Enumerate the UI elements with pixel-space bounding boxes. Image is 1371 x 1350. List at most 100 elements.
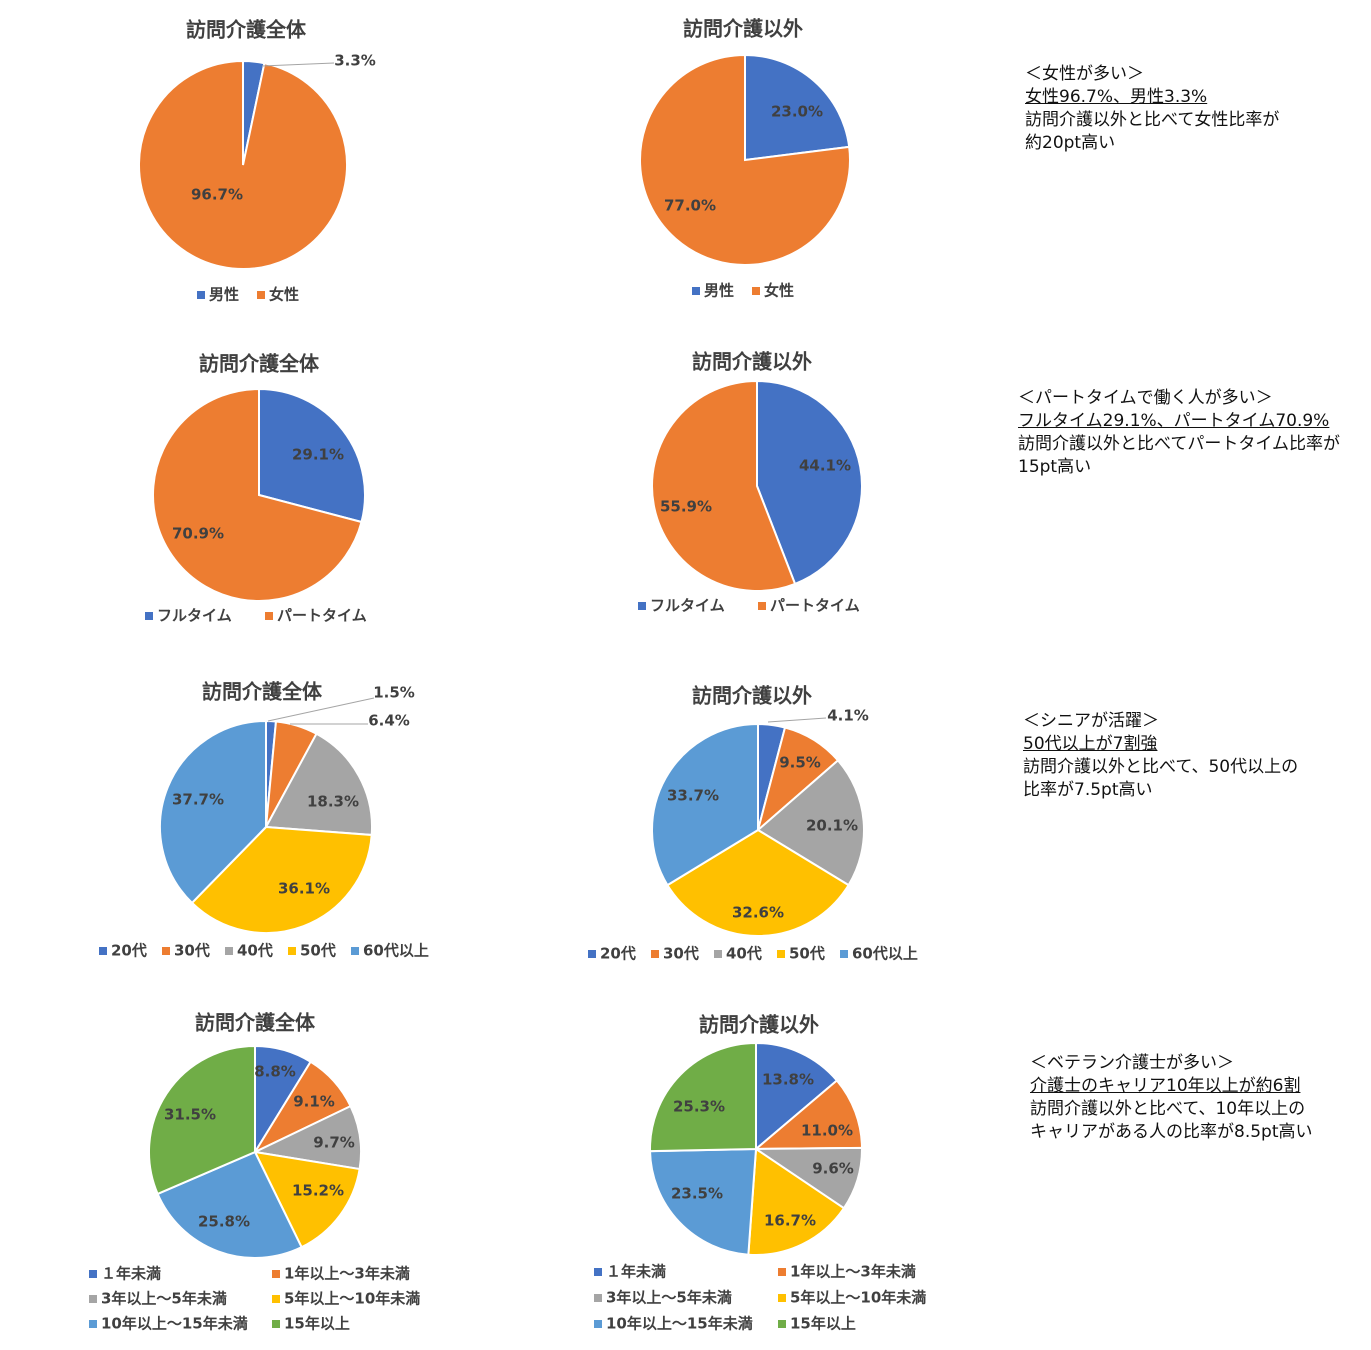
note-heading: ＜女性が多い＞ xyxy=(1025,64,1144,84)
data-label: 4.1% xyxy=(827,707,869,725)
note-highlight: フルタイム29.1%、パートタイム70.9% xyxy=(1018,411,1330,431)
pie-slice xyxy=(190,825,373,935)
data-label: 15.2% xyxy=(292,1182,344,1200)
pie-chart-career-all: 訪問介護全体 8.8% 9.1% 9.7% 15.2% 25.8% 31.5% １年未満 1年以… xyxy=(89,1011,420,1333)
pie-slice xyxy=(651,722,759,887)
legend-label: 15年以上 xyxy=(284,1315,350,1333)
note-heading: ＜パートタイムで働く人が多い＞ xyxy=(1018,388,1273,408)
data-label: 29.1% xyxy=(292,446,344,464)
note-highlight: 女性96.7%、男性3.3% xyxy=(1025,87,1208,107)
legend-swatch xyxy=(89,1270,97,1278)
legend-swatch xyxy=(225,947,233,955)
note-age: ＜シニアが活躍＞ 50代以上が7割強 訪問介護以外と比べて、50代以上の 比率が… xyxy=(1023,710,1298,802)
data-label: 77.0% xyxy=(664,197,716,215)
note-gender: ＜女性が多い＞ 女性96.7%、男性3.3% 訪問介護以外と比べて女性比率が 約… xyxy=(1025,63,1279,155)
note-heading: ＜ベテラン介護士が多い＞ xyxy=(1030,1053,1234,1073)
legend-swatch xyxy=(840,950,848,958)
pie-slice xyxy=(253,1150,361,1249)
pie-slice xyxy=(753,1079,864,1151)
legend-label: 60代以上 xyxy=(363,942,429,960)
legend-label: 女性 xyxy=(764,282,794,300)
legend-swatch xyxy=(692,287,700,295)
legend-swatch xyxy=(777,950,785,958)
pie-slice xyxy=(744,53,851,162)
legend-label: 5年以上～10年未満 xyxy=(284,1290,420,1308)
legend-label: 40代 xyxy=(726,945,762,963)
note-highlight: 介護士のキャリア10年以上が約6割 xyxy=(1030,1076,1301,1096)
leader-line xyxy=(767,717,827,723)
pie-slice xyxy=(152,387,363,602)
data-label: 9.5% xyxy=(779,754,821,772)
data-label: 25.3% xyxy=(673,1098,725,1116)
pie-slice xyxy=(756,379,863,586)
legend-swatch xyxy=(197,291,205,299)
data-label: 11.0% xyxy=(801,1122,853,1140)
note-worktype: ＜パートタイムで働く人が多い＞ フルタイム29.1%、パートタイム70.9% 訪… xyxy=(1018,387,1340,479)
legend-swatch xyxy=(778,1320,786,1328)
data-label: 33.7% xyxy=(667,787,719,805)
legend-label: パートタイム xyxy=(770,597,860,615)
legend-swatch xyxy=(99,947,107,955)
chart-title: 訪問介護以外 xyxy=(683,17,803,41)
pie-slice xyxy=(258,387,366,524)
legend-label: 1年以上～3年未満 xyxy=(790,1263,916,1281)
chart-title: 訪問介護全体 xyxy=(186,18,307,42)
data-label: 9.6% xyxy=(812,1160,854,1178)
pie-slice xyxy=(639,53,851,266)
data-label: 32.6% xyxy=(732,904,784,922)
legend-label: １年未満 xyxy=(606,1263,666,1281)
legend-label: 10年以上～15年未満 xyxy=(606,1315,753,1333)
data-label: 9.1% xyxy=(293,1093,335,1111)
pie-slice xyxy=(649,1041,757,1153)
legend-label: 3年以上～5年未満 xyxy=(101,1290,227,1308)
note-heading: ＜シニアが活躍＞ xyxy=(1023,711,1159,731)
note-highlight: 50代以上が7割強 xyxy=(1023,734,1158,754)
legend-swatch xyxy=(351,947,359,955)
legend-label: 5年以上～10年未満 xyxy=(790,1289,926,1307)
note-line: 訪問介護以外と比べてパートタイム比率が xyxy=(1018,434,1340,454)
pie-slice xyxy=(158,719,267,905)
note-line: 訪問介護以外と比べて、10年以上の xyxy=(1030,1099,1306,1119)
data-label: 6.4% xyxy=(368,712,410,730)
pie-chart-age-other: 訪問介護以外 4.1% 9.5% 20.1% 32.6% 33.7% 20代 30代 40代 50… xyxy=(588,684,918,963)
legend-label: 15年以上 xyxy=(790,1315,856,1333)
data-label: 16.7% xyxy=(764,1212,816,1230)
chart-title: 訪問介護以外 xyxy=(692,350,812,374)
legend-swatch xyxy=(594,1268,602,1276)
legend-swatch xyxy=(588,950,596,958)
chart-title: 訪問介護以外 xyxy=(699,1013,819,1037)
note-line: 約20pt高い xyxy=(1025,133,1116,153)
legend-swatch xyxy=(162,947,170,955)
data-label: 8.8% xyxy=(254,1063,296,1081)
leader-line xyxy=(261,62,335,67)
legend-swatch xyxy=(272,1320,280,1328)
note-line: 訪問介護以外と比べて、50代以上の xyxy=(1023,757,1299,777)
legend-label: パートタイム xyxy=(277,607,367,625)
pie-slice xyxy=(147,1044,256,1196)
legend-swatch xyxy=(638,602,646,610)
pie-slice xyxy=(747,1147,846,1256)
pie-slice xyxy=(756,758,865,887)
legend-swatch xyxy=(714,950,722,958)
chart-title: 訪問介護以外 xyxy=(692,684,812,708)
legend-swatch xyxy=(758,602,766,610)
data-label: 9.7% xyxy=(313,1134,355,1152)
data-label: 25.8% xyxy=(198,1213,250,1231)
legend-label: 1年以上～3年未満 xyxy=(284,1265,410,1283)
pie-chart-career-other: 訪問介護以外 13.8% 11.0% 9.6% 16.7% 23.5% 25.3% １年未満 1… xyxy=(594,1013,926,1333)
chart-title: 訪問介護全体 xyxy=(202,680,323,704)
chart-title: 訪問介護全体 xyxy=(199,352,320,376)
note-line: キャリアがある人の比率が8.5pt高い xyxy=(1030,1122,1313,1142)
legend-label: 30代 xyxy=(174,942,210,960)
data-label: 44.1% xyxy=(799,457,851,475)
note-career: ＜ベテラン介護士が多い＞ 介護士のキャリア10年以上が約6割 訪問介護以外と比べ… xyxy=(1030,1052,1313,1144)
data-label: 31.5% xyxy=(164,1106,216,1124)
legend-label: フルタイム xyxy=(157,607,232,625)
data-label: 37.7% xyxy=(172,791,224,809)
legend-label: 30代 xyxy=(663,945,699,963)
legend-label: 男性 xyxy=(209,286,239,304)
data-label: 3.3% xyxy=(334,52,376,70)
data-label: 55.9% xyxy=(660,498,712,516)
pie-slice xyxy=(651,379,797,592)
